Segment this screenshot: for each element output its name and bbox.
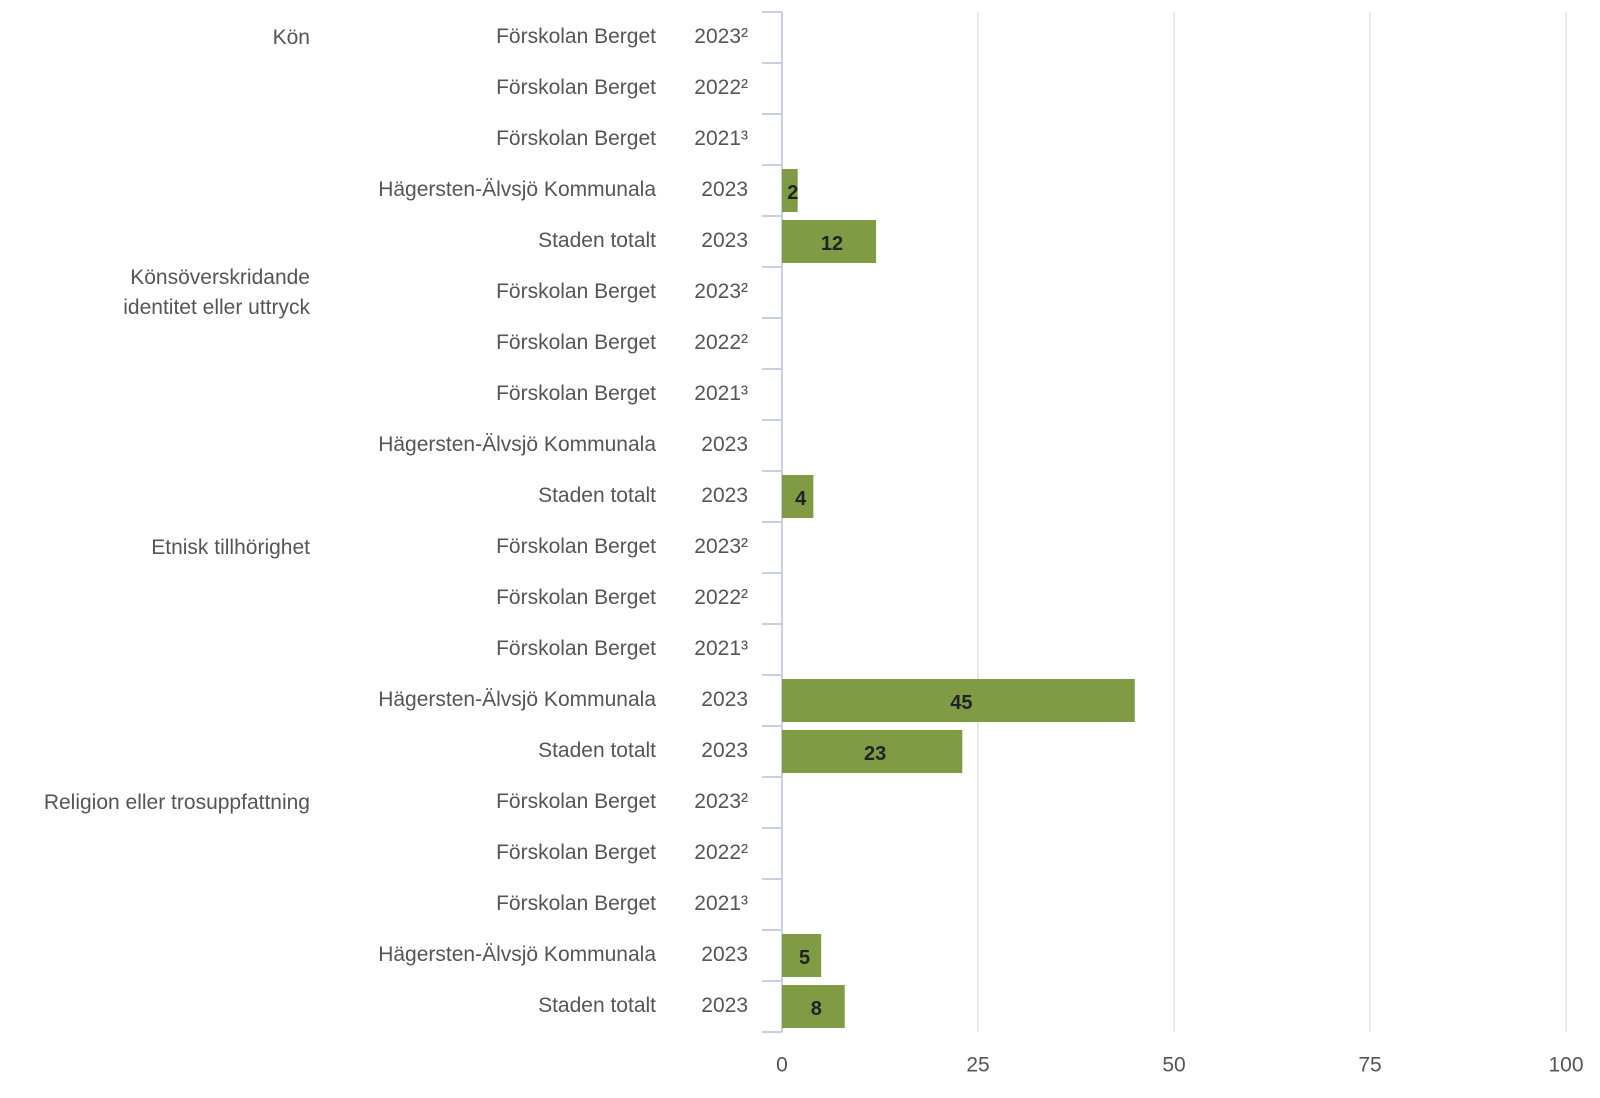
unit-label: Hägersten-Älvsjö Kommunala (378, 433, 656, 456)
year-label: 2023² (694, 280, 748, 303)
data-label: 45 (950, 692, 972, 714)
unit-label: Hägersten-Älvsjö Kommunala (378, 688, 656, 711)
unit-label: Förskolan Berget (496, 892, 656, 915)
year-label: 2023² (694, 790, 748, 813)
unit-label: Hägersten-Älvsjö Kommunala (378, 178, 656, 201)
year-label: 2023 (701, 484, 748, 507)
year-label: 2023² (694, 535, 748, 558)
year-label: 2023 (701, 994, 748, 1017)
unit-label: Förskolan Berget (496, 280, 656, 303)
group-label: Religion eller trosuppfattning (43, 790, 310, 814)
unit-label: Staden totalt (538, 484, 656, 507)
unit-label: Förskolan Berget (496, 76, 656, 99)
x-tick-label: 50 (1162, 1054, 1185, 1077)
bar (782, 475, 814, 518)
unit-label: Förskolan Berget (496, 127, 656, 150)
group-label: Könsöverskridande identitet eller uttryc… (123, 265, 310, 319)
data-label: 5 (799, 947, 810, 969)
year-label: 2023 (701, 943, 748, 966)
unit-label: Staden totalt (538, 229, 656, 252)
unit-label: Hägersten-Älvsjö Kommunala (378, 943, 656, 966)
bar (782, 169, 798, 212)
unit-label: Förskolan Berget (496, 25, 656, 48)
x-tick-label: 25 (966, 1054, 989, 1077)
x-tick-label: 0 (776, 1054, 788, 1077)
year-label: 2023 (701, 178, 748, 201)
year-label: 2023 (701, 433, 748, 456)
unit-label: Förskolan Berget (496, 535, 656, 558)
unit-label: Förskolan Berget (496, 841, 656, 864)
year-label: 2023² (694, 25, 748, 48)
unit-label: Staden totalt (538, 739, 656, 762)
unit-label: Staden totalt (538, 994, 656, 1017)
year-label: 2021³ (694, 637, 748, 660)
year-label: 2022² (694, 76, 748, 99)
year-label: 2022² (694, 586, 748, 609)
group-label: Etnisk tillhörighet (151, 535, 310, 559)
year-label: 2022² (694, 331, 748, 354)
unit-label: Förskolan Berget (496, 331, 656, 354)
unit-label: Förskolan Berget (496, 637, 656, 660)
year-label: 2023 (701, 739, 748, 762)
unit-label: Förskolan Berget (496, 382, 656, 405)
x-tick-label: 75 (1358, 1054, 1381, 1077)
year-label: 2022² (694, 841, 748, 864)
year-label: 2021³ (694, 127, 748, 150)
unit-label: Förskolan Berget (496, 586, 656, 609)
bar (782, 934, 822, 977)
year-label: 2021³ (694, 382, 748, 405)
year-label: 2021³ (694, 892, 748, 915)
bar (782, 679, 1135, 722)
group-label: Kön (272, 25, 310, 49)
x-tick-label: 100 (1548, 1054, 1583, 1077)
data-label: 2 (787, 182, 798, 204)
data-label: 4 (795, 488, 807, 510)
year-label: 2023 (701, 688, 748, 711)
data-label: 8 (811, 998, 822, 1020)
bar (782, 730, 963, 773)
bar (782, 220, 877, 263)
year-label: 2023 (701, 229, 748, 252)
data-label: 12 (821, 233, 843, 255)
unit-label: Förskolan Berget (496, 790, 656, 813)
data-label: 23 (864, 743, 886, 765)
bar (782, 985, 845, 1028)
